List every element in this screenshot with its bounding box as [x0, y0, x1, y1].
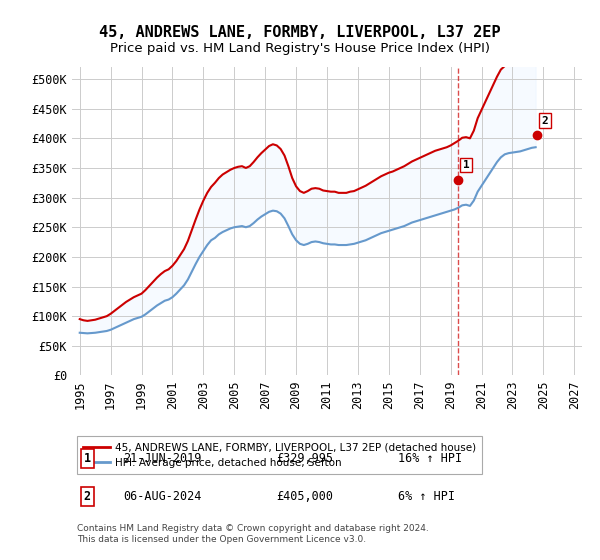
Text: 2: 2 — [542, 115, 548, 125]
Text: Price paid vs. HM Land Registry's House Price Index (HPI): Price paid vs. HM Land Registry's House … — [110, 42, 490, 55]
Text: 45, ANDREWS LANE, FORMBY, LIVERPOOL, L37 2EP: 45, ANDREWS LANE, FORMBY, LIVERPOOL, L37… — [99, 25, 501, 40]
Text: £329,995: £329,995 — [276, 452, 333, 465]
Text: 1: 1 — [84, 452, 91, 465]
Legend: 45, ANDREWS LANE, FORMBY, LIVERPOOL, L37 2EP (detached house), HPI: Average pric: 45, ANDREWS LANE, FORMBY, LIVERPOOL, L37… — [77, 436, 482, 474]
Text: 16% ↑ HPI: 16% ↑ HPI — [398, 452, 463, 465]
Text: £405,000: £405,000 — [276, 491, 333, 503]
Text: Contains HM Land Registry data © Crown copyright and database right 2024.
This d: Contains HM Land Registry data © Crown c… — [77, 524, 429, 544]
Text: 06-AUG-2024: 06-AUG-2024 — [123, 491, 202, 503]
Text: 1: 1 — [463, 160, 469, 170]
Text: 6% ↑ HPI: 6% ↑ HPI — [398, 491, 455, 503]
Text: 2: 2 — [84, 491, 91, 503]
Text: 21-JUN-2019: 21-JUN-2019 — [123, 452, 202, 465]
